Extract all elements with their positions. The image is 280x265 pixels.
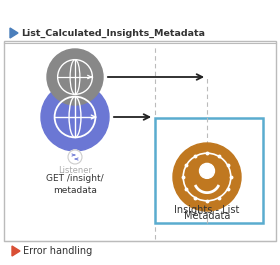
Text: Insights - List: Insights - List — [174, 205, 240, 215]
Text: List_Calculated_Insights_Metadata: List_Calculated_Insights_Metadata — [21, 28, 205, 38]
Circle shape — [173, 143, 241, 211]
Text: Metadata: Metadata — [184, 211, 230, 221]
Circle shape — [68, 150, 82, 164]
Polygon shape — [10, 28, 18, 38]
Circle shape — [47, 49, 103, 105]
Text: Listener: Listener — [58, 166, 92, 175]
Circle shape — [200, 164, 214, 178]
Text: GET /insight/
metadata: GET /insight/ metadata — [46, 174, 104, 195]
FancyBboxPatch shape — [4, 41, 276, 241]
Circle shape — [41, 83, 109, 151]
FancyBboxPatch shape — [155, 118, 263, 223]
Polygon shape — [12, 246, 20, 256]
Text: Error handling: Error handling — [23, 246, 92, 256]
